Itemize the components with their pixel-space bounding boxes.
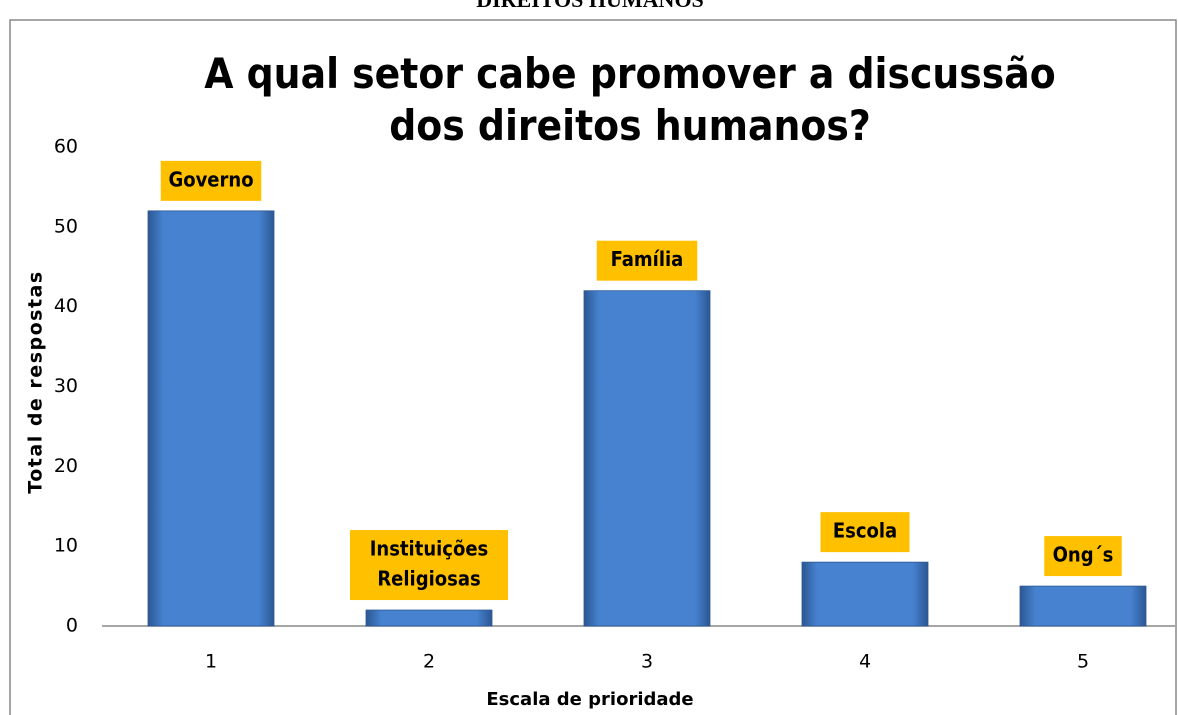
x-tick-label: 1 — [205, 651, 217, 673]
bar-label-box — [820, 512, 910, 553]
y-tick-label: 60 — [54, 136, 78, 158]
bar-label-box — [1044, 536, 1122, 577]
bar — [801, 561, 929, 627]
x-tick-label: 4 — [859, 651, 871, 673]
x-tick-label: 3 — [641, 651, 653, 673]
y-tick-label: 50 — [54, 215, 78, 237]
bar — [583, 290, 711, 627]
y-tick-label: 10 — [54, 535, 78, 557]
x-tick-label: 2 — [423, 651, 435, 673]
bar-label-box — [350, 530, 508, 601]
bar — [365, 609, 493, 627]
bar-label: Ong´s — [1053, 543, 1114, 567]
bar-label: Instituições — [370, 537, 489, 561]
y-tick-label: 40 — [54, 295, 78, 317]
bar-label: Religiosas — [377, 567, 480, 591]
bar-label-box — [596, 240, 698, 281]
y-tick-label: 30 — [54, 375, 78, 397]
x-axis-label: Escala de prioridade — [486, 689, 693, 710]
x-tick-label: 5 — [1077, 651, 1089, 673]
bar — [1019, 585, 1147, 627]
y-axis-label: Total de respostas — [25, 270, 47, 493]
y-tick-label: 0 — [66, 615, 78, 637]
bar-label-box — [160, 160, 262, 201]
page-header: DIREITOS HUMANOS — [476, 0, 704, 12]
bar-label: Família — [611, 247, 684, 271]
bar — [147, 210, 275, 627]
chart-title-box: A qual setor cabe promover a discussão d… — [204, 49, 1056, 150]
y-tick-label: 20 — [54, 455, 78, 477]
bar-label: Governo — [168, 167, 253, 191]
chart-title: A qual setor cabe promover a discussão d… — [204, 49, 1056, 150]
bar-label: Escola — [833, 519, 897, 543]
